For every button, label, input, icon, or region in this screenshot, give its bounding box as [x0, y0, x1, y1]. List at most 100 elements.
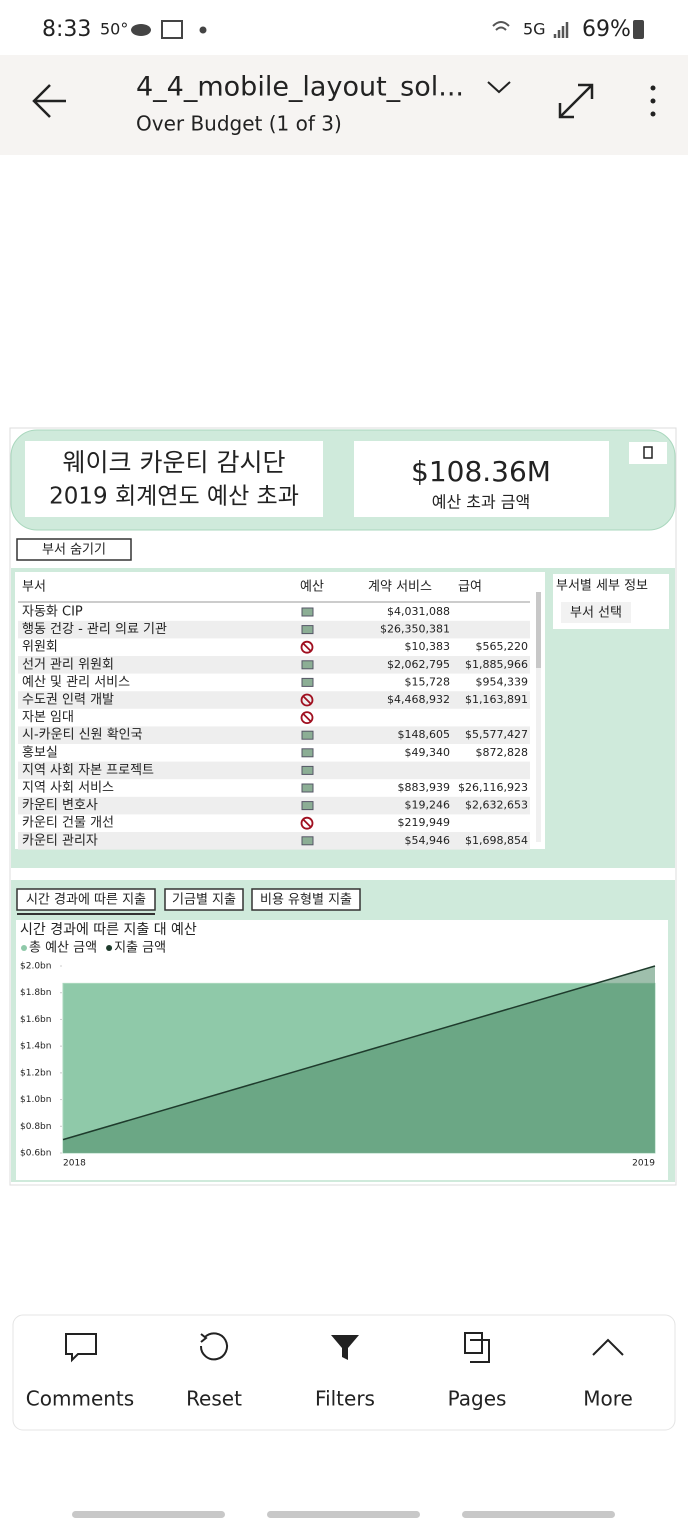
amount-cell: $26,350,381 — [380, 623, 450, 636]
amount-cell: $19,246 — [405, 799, 451, 812]
select-button[interactable] — [561, 602, 631, 623]
nav-pill — [72, 1511, 225, 1518]
signal-icon — [553, 22, 569, 38]
over-budget-icon — [300, 640, 314, 654]
tab[interactable] — [164, 888, 244, 911]
row-band — [18, 620, 530, 639]
toolbar-label: More — [583, 1387, 633, 1411]
department-name: 수도권 인력 개발 — [22, 693, 114, 708]
y-tick-label: $1.2bn — [20, 1068, 51, 1078]
department-name: 시-카운티 신원 확인국 — [22, 728, 143, 743]
department-name: 행동 건강 - 관리 의료 기관 — [22, 621, 167, 637]
pages-icon[interactable] — [464, 1332, 490, 1363]
notification-dot — [199, 26, 207, 34]
toggle-button-label: 부서 숨기기 — [42, 543, 106, 558]
column-header: 계약 서비스 — [368, 580, 432, 595]
budget-ok-icon — [301, 765, 314, 775]
nav-pill — [267, 1511, 420, 1518]
gallery-icon — [161, 20, 183, 39]
amount-cell: $4,468,932 — [387, 693, 450, 706]
amount-cell: $26,116,923 — [458, 781, 528, 794]
tab-label: 기금별 지출 — [172, 893, 236, 908]
row-band — [18, 761, 530, 780]
focus-icon[interactable] — [643, 446, 653, 459]
scrollbar-track — [536, 592, 541, 842]
legend-label: 지출 금액 — [114, 941, 166, 956]
amount-cell: $1,698,854 — [465, 834, 528, 847]
over-budget-icon — [300, 816, 314, 830]
header-bar — [0, 55, 688, 155]
budget-ok-icon — [301, 660, 314, 670]
budget-ok-icon — [301, 677, 314, 687]
department-name: 카운티 관리자 — [22, 833, 98, 848]
kpi-value: $108.36M — [411, 455, 551, 488]
tab[interactable] — [16, 888, 156, 911]
y-tick-label: $1.4bn — [20, 1042, 51, 1052]
department-name: 예산 및 관리 서비스 — [22, 675, 130, 690]
toolbar — [12, 1314, 676, 1431]
status-network: 5G — [523, 20, 546, 39]
row-band — [18, 796, 530, 815]
chart-title: 시간 경과에 따른 지출 대 예산 — [20, 922, 197, 938]
toolbar-label: Pages — [448, 1387, 507, 1411]
amount-cell: $883,939 — [398, 781, 451, 794]
amount-cell: $2,632,653 — [465, 799, 528, 812]
row-band — [18, 726, 530, 744]
amount-cell: $15,728 — [405, 675, 451, 688]
over-budget-icon-slash — [302, 642, 312, 652]
side-panel-title: 부서별 세부 정보 — [556, 579, 648, 594]
budget-ok-icon — [301, 625, 314, 635]
more-icon[interactable] — [592, 1338, 624, 1356]
pages-dropdown[interactable] — [487, 81, 511, 94]
toolbar-label: Filters — [315, 1387, 375, 1411]
reset-icon[interactable] — [199, 1332, 228, 1361]
department-name: 지역 사회 자본 프로젝트 — [22, 763, 154, 778]
wifi-icon — [492, 21, 510, 31]
y-tick-label: $1.8bn — [20, 988, 51, 998]
over-budget-icon — [300, 711, 314, 724]
more-options-dot[interactable] — [650, 85, 656, 91]
row-band — [18, 656, 530, 674]
spending-line — [62, 965, 656, 1141]
toggle-button[interactable] — [16, 538, 132, 561]
department-name: 자동화 CIP — [22, 605, 83, 620]
department-name: 카운티 건물 개선 — [22, 816, 114, 831]
amount-cell: $49,340 — [405, 746, 451, 759]
over-budget-icon-slash — [302, 695, 312, 705]
column-header: 급여 — [458, 580, 482, 595]
tab-label: 비용 유형별 지출 — [260, 893, 352, 908]
expand-button[interactable] — [558, 83, 594, 119]
comments-icon[interactable] — [65, 1333, 97, 1363]
amount-cell: $219,949 — [398, 816, 451, 829]
over-budget-icon-slash — [302, 712, 312, 723]
back-button[interactable] — [32, 84, 66, 118]
scrollbar-thumb[interactable] — [536, 592, 541, 668]
status-time: 8:33 — [42, 17, 91, 42]
legend-dot — [106, 945, 113, 951]
amount-cell: $1,885,966 — [465, 658, 528, 671]
amount-cell: $148,605 — [398, 728, 451, 741]
x-tick-label: 2019 — [632, 1159, 655, 1169]
legend-label: 총 예산 금액 — [29, 941, 97, 956]
toolbar-label: Comments — [26, 1387, 134, 1411]
filters-icon[interactable] — [331, 1335, 359, 1360]
over-budget-icon — [300, 693, 314, 707]
tab[interactable] — [251, 888, 361, 911]
amount-cell: $1,163,891 — [465, 693, 528, 706]
department-name: 카운티 변호사 — [22, 798, 98, 813]
budget-ok-icon — [301, 607, 314, 617]
more-options-dot[interactable] — [650, 111, 656, 117]
x-tick-label: 2018 — [63, 1159, 86, 1169]
weather-icon — [131, 24, 151, 36]
legend-dot — [21, 945, 27, 951]
department-name: 지역 사회 서비스 — [22, 781, 114, 796]
focus-icon-box — [629, 442, 667, 464]
over-budget-icon-slash — [302, 818, 312, 828]
column-header: 부서 — [22, 580, 46, 595]
report-title: 4_4_mobile_layout_sol... — [136, 72, 464, 103]
amount-cell: $4,031,088 — [387, 605, 450, 618]
more-options-dot[interactable] — [650, 98, 656, 104]
row-band — [18, 832, 530, 850]
y-tick-label: $1.6bn — [20, 1015, 51, 1025]
